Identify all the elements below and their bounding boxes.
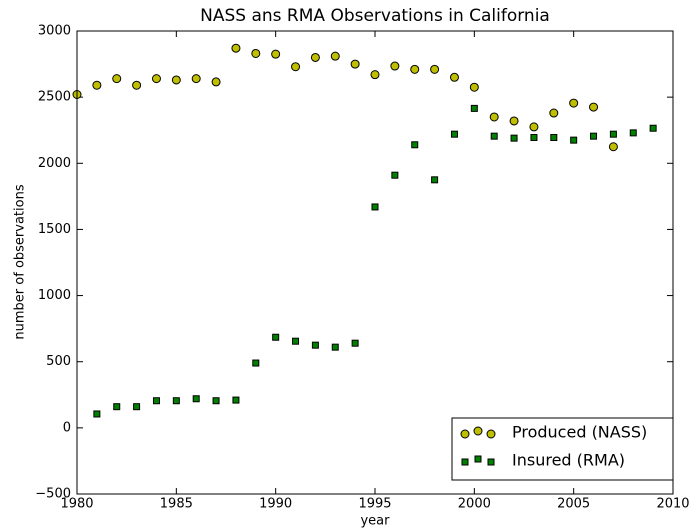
- data-point: [410, 64, 420, 74]
- data-point: [132, 80, 142, 90]
- data-point: [331, 343, 339, 351]
- data-point: [370, 70, 380, 80]
- data-point: [431, 176, 439, 184]
- data-point: [350, 59, 360, 69]
- data-point: [211, 77, 221, 87]
- y-tick-label: 0: [63, 420, 71, 435]
- data-point: [93, 410, 101, 418]
- data-point: [549, 108, 559, 118]
- legend-marker: [461, 458, 469, 466]
- x-tick-label: 1995: [358, 497, 391, 512]
- data-point: [232, 396, 240, 404]
- data-point: [489, 112, 499, 122]
- legend-marker: [487, 458, 495, 466]
- data-point: [529, 122, 539, 132]
- data-point: [390, 61, 400, 71]
- data-point: [550, 133, 558, 141]
- data-point: [192, 395, 200, 403]
- data-point: [172, 397, 180, 405]
- data-point: [231, 43, 241, 53]
- data-point: [411, 141, 419, 149]
- data-point: [152, 397, 160, 405]
- data-point: [490, 132, 498, 140]
- data-point: [330, 51, 340, 61]
- data-point: [271, 49, 281, 59]
- data-point: [570, 136, 578, 144]
- data-point: [151, 74, 161, 84]
- y-tick-label: 3000: [38, 24, 71, 39]
- data-point: [609, 130, 617, 138]
- data-point: [569, 98, 579, 108]
- data-point: [292, 337, 300, 345]
- legend-box: [451, 417, 674, 481]
- data-point: [509, 116, 519, 126]
- y-tick-label: 1500: [38, 222, 71, 237]
- data-point: [171, 75, 181, 85]
- data-point: [252, 359, 260, 367]
- y-tick-label: −500: [35, 487, 71, 502]
- data-point: [251, 48, 261, 58]
- legend-marker: [474, 455, 482, 463]
- data-point: [430, 64, 440, 74]
- legend-label: Produced (NASS): [512, 423, 647, 442]
- x-tick-label: 2000: [458, 497, 491, 512]
- chart-title: NASS ans RMA Observations in California: [200, 6, 550, 26]
- x-axis-label: year: [360, 514, 390, 529]
- data-point: [311, 341, 319, 349]
- data-point: [629, 129, 637, 137]
- x-tick-label: 1990: [259, 497, 292, 512]
- data-point: [530, 133, 538, 141]
- data-point: [92, 80, 102, 90]
- data-point: [310, 52, 320, 62]
- y-axis-label: number of observations: [13, 184, 28, 339]
- data-point: [590, 132, 598, 140]
- data-point: [212, 397, 220, 405]
- data-point: [510, 134, 518, 142]
- data-point: [133, 403, 141, 411]
- data-point: [469, 82, 479, 92]
- data-point: [450, 130, 458, 138]
- data-point: [391, 171, 399, 179]
- data-point: [589, 102, 599, 112]
- data-point: [112, 74, 122, 84]
- y-tick-label: 500: [46, 354, 71, 369]
- y-tick-label: 1000: [38, 288, 71, 303]
- x-tick-label: 1985: [160, 497, 193, 512]
- data-point: [113, 403, 121, 411]
- data-point: [191, 74, 201, 84]
- data-point: [649, 124, 657, 132]
- y-tick-label: 2500: [38, 90, 71, 105]
- legend-label: Insured (RMA): [512, 451, 625, 470]
- legend-marker: [460, 429, 470, 439]
- data-point: [371, 203, 379, 211]
- legend-marker: [473, 426, 483, 436]
- data-point: [272, 333, 280, 341]
- data-point: [449, 72, 459, 82]
- legend-marker: [486, 429, 496, 439]
- x-tick-label: 2005: [557, 497, 590, 512]
- y-tick-label: 2000: [38, 156, 71, 171]
- x-tick-label: 2010: [656, 497, 689, 512]
- plot-frame: [76, 30, 674, 495]
- data-point: [608, 142, 618, 152]
- data-point: [470, 104, 478, 112]
- data-point: [291, 62, 301, 72]
- x-tick-label: 1980: [60, 497, 93, 512]
- data-point: [351, 339, 359, 347]
